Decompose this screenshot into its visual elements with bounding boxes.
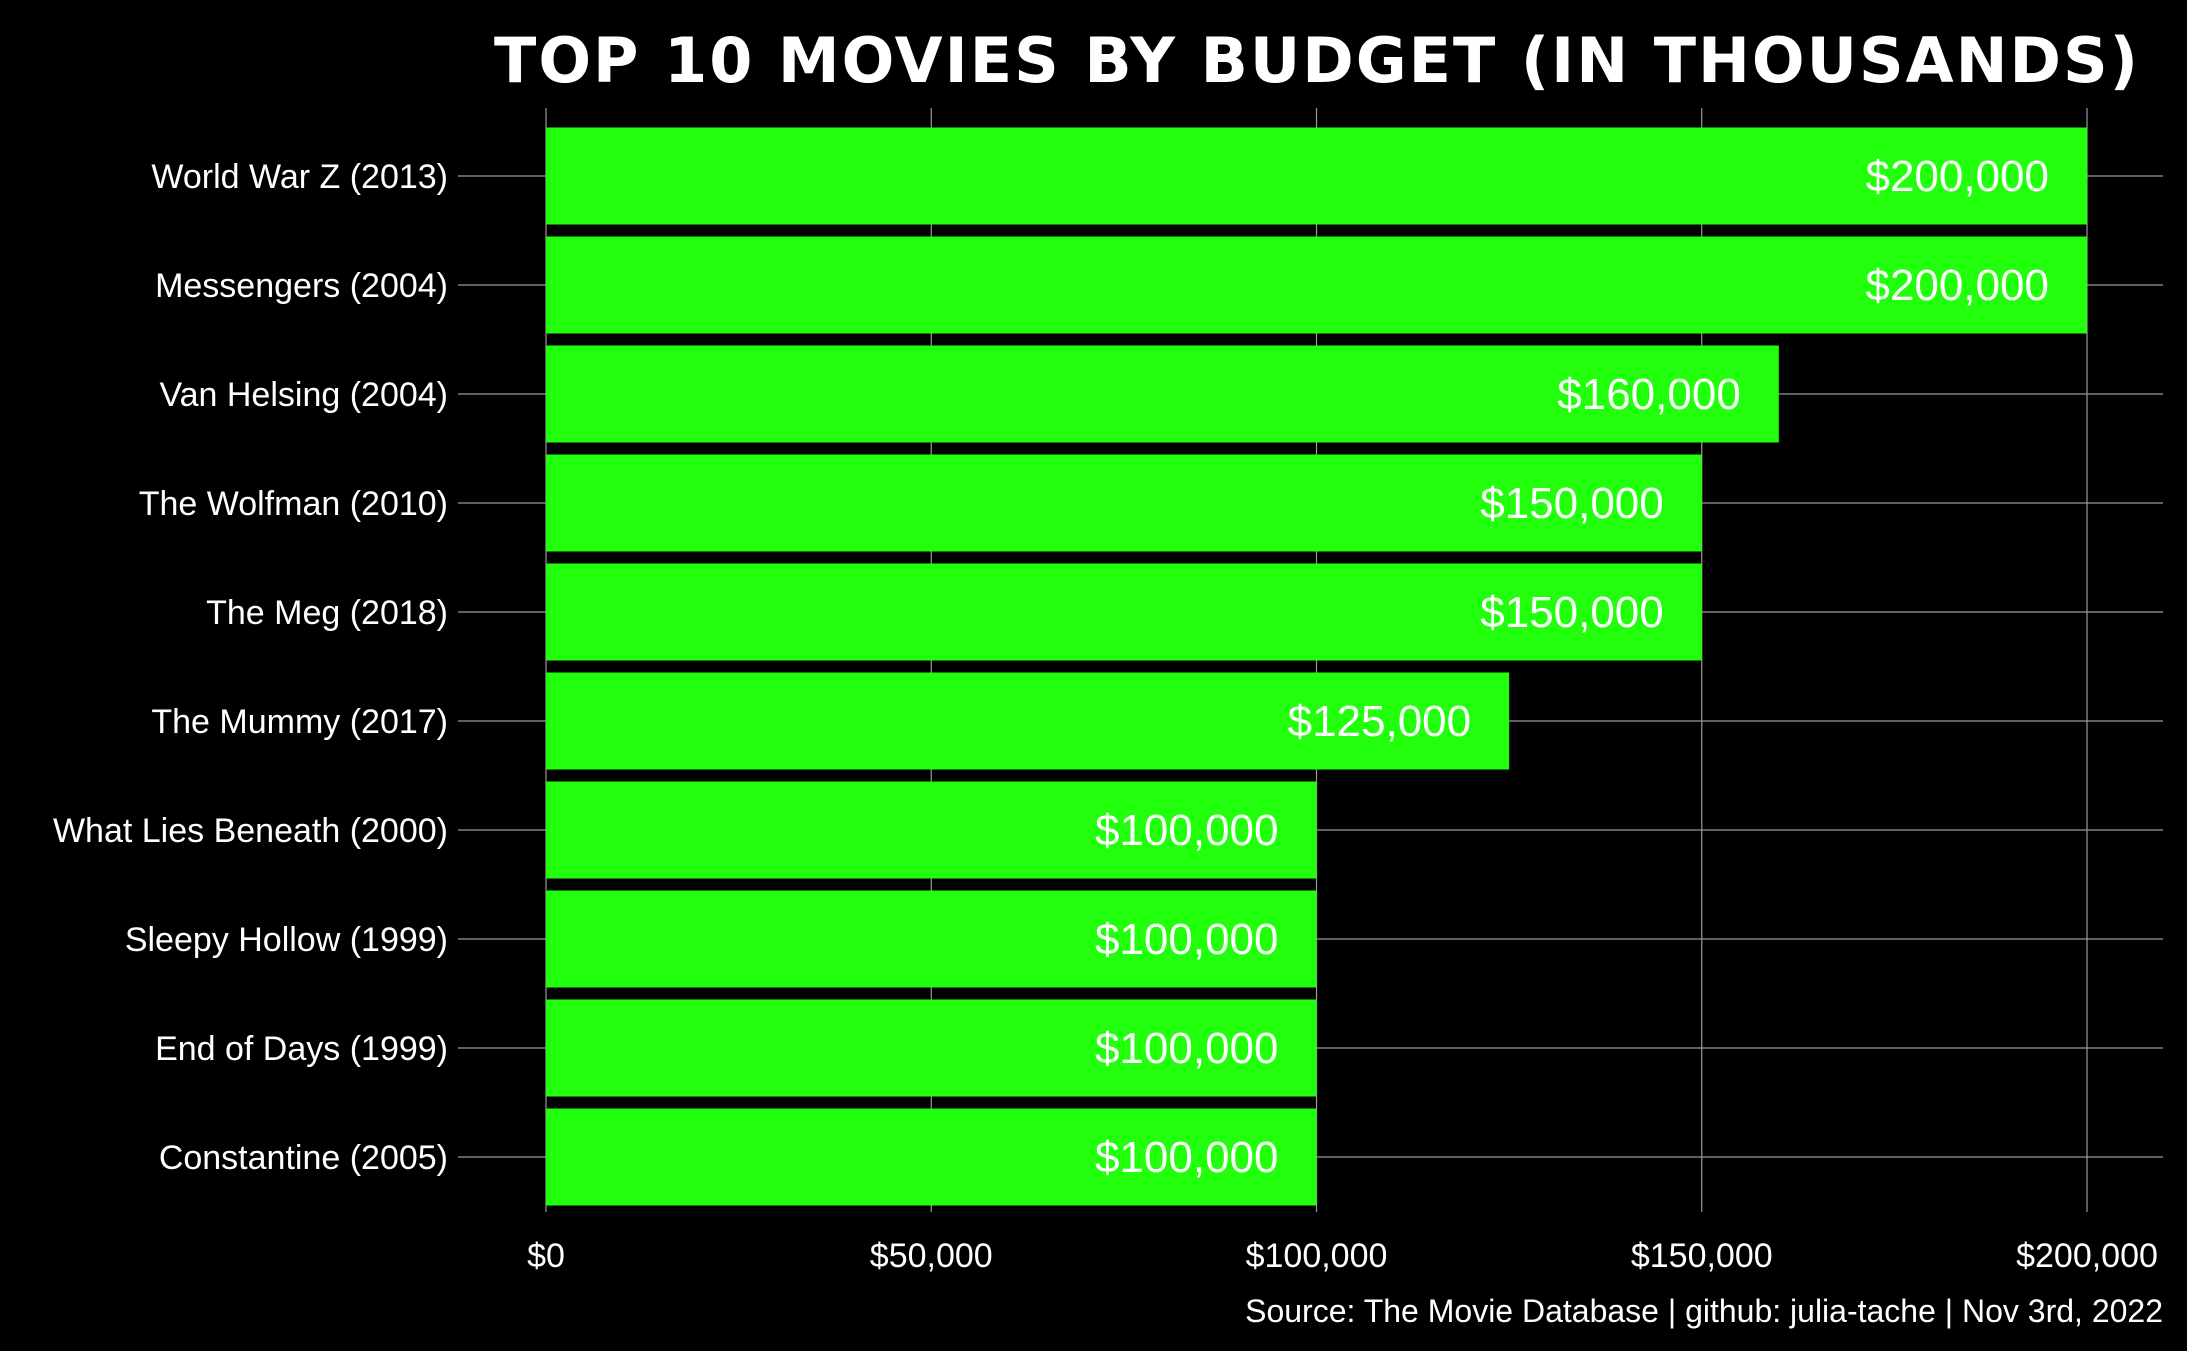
chart-caption: Source: The Movie Database | github: jul… <box>1245 1293 2163 1329</box>
bar-value-labels: $200,000 $200,000 $160,000 $150,000 $150,000… <box>1095 152 2049 1182</box>
bar <box>546 127 2087 225</box>
category-label: End of Days (1999) <box>155 1030 448 1068</box>
bar-value-label: $160,000 <box>1557 370 1741 419</box>
bar-value-label: $150,000 <box>1480 588 1664 637</box>
bar-value-label: $200,000 <box>1865 261 2049 310</box>
chart-title: TOP 10 MOVIES BY BUDGET (IN THOUSANDS) <box>494 24 2140 97</box>
category-label: What Lies Beneath (2000) <box>53 812 448 850</box>
bar <box>546 672 1510 770</box>
bar-value-label: $100,000 <box>1095 1133 1279 1182</box>
bar-value-label: $100,000 <box>1095 915 1279 964</box>
x-tick-label: $50,000 <box>870 1237 993 1275</box>
x-tick-label: $200,000 <box>2016 1237 2158 1275</box>
category-label: The Mummy (2017) <box>151 703 448 741</box>
bar <box>546 890 1317 988</box>
bar <box>546 345 1779 443</box>
bar <box>546 454 1702 552</box>
category-label: Sleepy Hollow (1999) <box>125 921 448 959</box>
bar-value-label: $100,000 <box>1095 806 1279 855</box>
bar <box>546 236 2087 334</box>
bar-value-label: $150,000 <box>1480 479 1664 528</box>
x-tick-label: $0 <box>527 1237 565 1275</box>
bar <box>546 999 1317 1097</box>
x-tick-labels: $0 $50,000 $100,000 $150,000 $200,000 <box>527 1237 2158 1275</box>
bars <box>546 127 2087 1206</box>
bar <box>546 563 1702 661</box>
category-label: The Meg (2018) <box>206 594 448 632</box>
category-label: Van Helsing (2004) <box>159 376 448 414</box>
bar-value-label: $200,000 <box>1865 152 2049 201</box>
bar-value-label: $125,000 <box>1288 697 1472 746</box>
x-tick-label: $100,000 <box>1246 1237 1388 1275</box>
bar <box>546 781 1317 879</box>
x-tick-label: $150,000 <box>1631 1237 1773 1275</box>
bar-value-label: $100,000 <box>1095 1024 1279 1073</box>
category-label: World War Z (2013) <box>151 158 448 196</box>
category-labels: World War Z (2013) Messengers (2004) Van H… <box>53 158 448 1177</box>
category-label: Messengers (2004) <box>155 267 448 305</box>
category-label: The Wolfman (2010) <box>139 485 448 523</box>
bar <box>546 1108 1317 1206</box>
category-label: Constantine (2005) <box>159 1139 448 1177</box>
